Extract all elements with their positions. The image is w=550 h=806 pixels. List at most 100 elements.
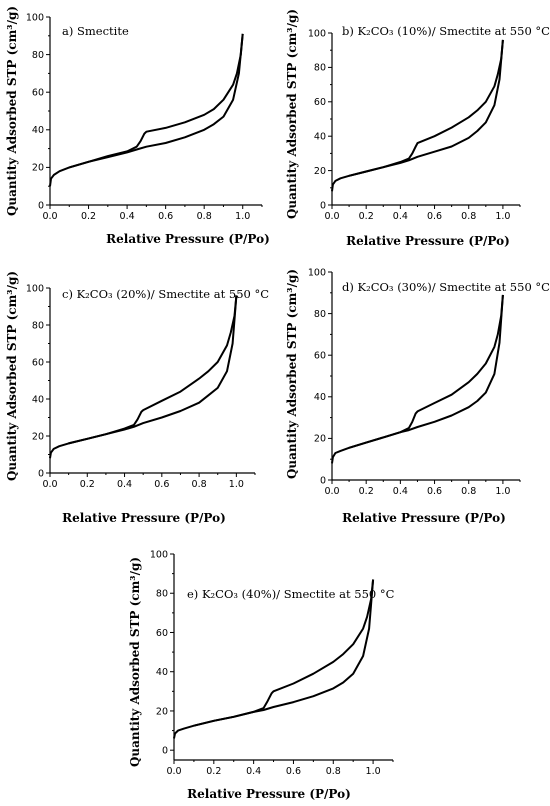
x-tick-label: 0.4 — [246, 766, 261, 777]
chart-title: e) K₂CO₃ (40%)/ Smectite at 550 °C — [187, 587, 395, 601]
chart-title: d) K₂CO₃ (30%)/ Smectite at 550 °C — [342, 280, 550, 294]
x-tick-label: 0.2 — [80, 479, 95, 490]
isotherm-series — [331, 294, 504, 464]
x-tick-label: 0.4 — [393, 211, 408, 222]
desorption-curve — [348, 294, 504, 449]
x-tick-label: 1.0 — [495, 211, 510, 222]
y-tick-label: 0 — [320, 475, 326, 486]
y-axis-title: Quantity Adsorbed STP (cm³/g) — [128, 557, 142, 767]
x-tick-label: 1.0 — [229, 479, 244, 490]
chart-panel-d: 0 20 40 60 80 100 0.0 0.2 0.4 0.6 0.8 1.0 d) K₂CO₃… — [285, 267, 550, 525]
y-tick-labels: 0 20 40 60 80 100 — [308, 267, 326, 486]
y-tick-label: 20 — [32, 163, 44, 174]
y-tick-label: 40 — [32, 394, 44, 405]
x-axis-title: Relative Pressure (P/Po) — [187, 787, 351, 801]
chart-panel-e: 0 20 40 60 80 100 0.0 0.2 0.4 0.6 0.8 1.0 e) K₂CO₃… — [128, 549, 395, 801]
adsorption-curve — [173, 579, 375, 739]
x-tick-labels: 0.0 0.2 0.4 0.6 0.8 1.0 — [324, 486, 510, 497]
isotherm-series — [331, 39, 504, 192]
x-axis-title: Relative Pressure (P/Po) — [62, 511, 226, 525]
x-tick-label: 0.6 — [427, 211, 442, 222]
plot-axes — [46, 287, 256, 477]
chart-panel-a: 0 20 40 60 80 100 0.0 0.2 0.4 0.6 0.8 1.0 a) Smect… — [5, 6, 270, 246]
x-tick-labels: 0.0 0.2 0.4 0.6 0.8 1.0 — [166, 766, 380, 777]
y-axis-title: Quantity Adsorbed STP (cm³/g) — [5, 271, 19, 481]
x-tick-labels: 0.0 0.2 0.4 0.6 0.8 1.0 — [42, 479, 243, 490]
x-tick-label: 0.6 — [427, 486, 442, 497]
adsorption-curve — [49, 33, 244, 187]
plot-axes — [46, 16, 263, 209]
plot-axes — [170, 553, 394, 764]
y-tick-label: 0 — [38, 468, 44, 479]
plot-axes — [328, 32, 521, 209]
y-tick-label: 60 — [314, 97, 326, 108]
y-tick-labels: 0 20 40 60 80 100 — [26, 12, 44, 211]
adsorption-curve — [331, 39, 504, 192]
x-tick-label: 0.8 — [326, 766, 341, 777]
x-tick-labels: 0.0 0.2 0.4 0.6 0.8 1.0 — [42, 211, 250, 222]
y-tick-label: 100 — [150, 549, 168, 560]
y-tick-label: 80 — [156, 589, 168, 600]
y-tick-label: 20 — [156, 706, 168, 717]
x-axis-title: Relative Pressure (P/Po) — [106, 232, 270, 246]
adsorption-curve — [331, 294, 504, 464]
x-tick-label: 0.4 — [393, 486, 408, 497]
x-tick-label: 0.2 — [359, 211, 374, 222]
y-tick-label: 80 — [314, 309, 326, 320]
y-tick-label: 20 — [32, 431, 44, 442]
isotherm-series — [173, 579, 375, 739]
x-tick-label: 0.2 — [81, 211, 96, 222]
y-tick-label: 0 — [38, 200, 44, 211]
x-tick-label: 0.8 — [461, 486, 476, 497]
y-tick-label: 0 — [320, 200, 326, 211]
y-tick-label: 60 — [32, 88, 44, 99]
x-tick-label: 1.0 — [495, 486, 510, 497]
y-tick-label: 100 — [26, 12, 44, 23]
y-tick-label: 60 — [156, 628, 168, 639]
desorption-curve — [348, 39, 504, 177]
x-axis-title: Relative Pressure (P/Po) — [346, 234, 510, 248]
adsorption-curve — [49, 295, 238, 459]
x-tick-label: 0.0 — [324, 486, 339, 497]
y-tick-label: 20 — [314, 434, 326, 445]
y-tick-label: 100 — [308, 267, 326, 278]
y-tick-label: 100 — [26, 283, 44, 294]
y-tick-label: 40 — [314, 392, 326, 403]
x-tick-label: 0.0 — [166, 766, 181, 777]
x-tick-label: 0.4 — [120, 211, 135, 222]
y-tick-label: 80 — [314, 63, 326, 74]
desorption-curve — [68, 295, 238, 445]
chart-panel-b: 0 20 40 60 80 100 0.0 0.2 0.4 0.6 0.8 1.0 b) K₂CO₃… — [285, 9, 550, 248]
y-tick-labels: 0 20 40 60 80 100 — [150, 549, 168, 756]
y-axis-title: Quantity Adsorbed STP (cm³/g) — [5, 6, 19, 216]
y-tick-label: 100 — [308, 28, 326, 39]
y-tick-labels: 0 20 40 60 80 100 — [308, 28, 326, 211]
y-tick-label: 60 — [314, 351, 326, 362]
x-tick-label: 0.0 — [42, 211, 57, 222]
x-tick-label: 0.0 — [42, 479, 57, 490]
x-tick-label: 0.2 — [206, 766, 221, 777]
y-axis-title: Quantity Adsorbed STP (cm³/g) — [285, 269, 299, 479]
desorption-curve — [69, 33, 244, 169]
isotherm-series — [49, 295, 238, 459]
x-tick-label: 1.0 — [235, 211, 250, 222]
x-tick-label: 0.8 — [461, 211, 476, 222]
y-tick-label: 40 — [32, 125, 44, 136]
chart-title: a) Smectite — [62, 24, 129, 38]
x-tick-label: 1.0 — [366, 766, 381, 777]
y-axis-title: Quantity Adsorbed STP (cm³/g) — [285, 9, 299, 219]
x-axis-title: Relative Pressure (P/Po) — [342, 511, 506, 525]
y-tick-label: 0 — [162, 745, 168, 756]
chart-panel-c: 0 20 40 60 80 100 0.0 0.2 0.4 0.6 0.8 1.0 c) K₂CO₃… — [5, 271, 269, 525]
x-tick-label: 0.6 — [286, 766, 301, 777]
y-tick-label: 60 — [32, 357, 44, 368]
x-tick-label: 0.4 — [117, 479, 132, 490]
x-tick-label: 0.8 — [192, 479, 207, 490]
x-tick-label: 0.0 — [324, 211, 339, 222]
y-tick-label: 80 — [32, 320, 44, 331]
y-tick-label: 20 — [314, 166, 326, 177]
x-tick-label: 0.6 — [154, 479, 169, 490]
x-tick-label: 0.2 — [359, 486, 374, 497]
plot-axes — [328, 271, 521, 484]
chart-title: c) K₂CO₃ (20%)/ Smectite at 550 °C — [62, 287, 269, 301]
